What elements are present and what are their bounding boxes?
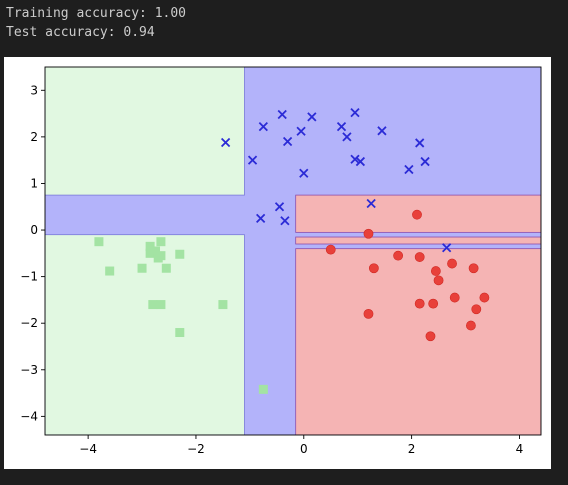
square-marker-point-5	[145, 248, 155, 258]
circle-marker-point-6	[430, 266, 441, 276]
circle-marker-point-13	[428, 298, 439, 309]
x-marker-point-17	[366, 198, 376, 209]
x-marker-point-20	[280, 216, 290, 226]
x-marker-point-1	[258, 121, 268, 132]
x-marker-point-13	[420, 156, 430, 167]
circle-marker-point-8	[468, 263, 479, 274]
y-tick-label-3: −1	[20, 270, 38, 284]
regions-layer	[45, 67, 541, 435]
y-tick-label-0: −4	[20, 409, 38, 423]
training-accuracy-line: Training accuracy: 1.00	[6, 6, 187, 21]
square-marker-point-8	[175, 249, 185, 259]
x-tick-label-3: 2	[408, 442, 416, 456]
circle-marker-point-17	[425, 331, 436, 342]
square-marker-point-12	[156, 300, 166, 310]
y-tick-label-4: 0	[30, 223, 38, 237]
x-marker-point-14	[350, 154, 360, 164]
square-marker-point-7	[153, 253, 163, 263]
circle-marker-point-0	[412, 209, 422, 220]
y-tick-label-5: 1	[30, 176, 38, 190]
console-output: Training accuracy: 1.00 Test accuracy: 0…	[6, 4, 186, 42]
square-marker-point-9	[137, 263, 147, 273]
x-marker-point-21	[442, 243, 452, 253]
x-tick-label-4: 4	[516, 442, 524, 456]
x-marker-point-10	[415, 138, 425, 148]
y-tick-label-6: 2	[30, 130, 38, 144]
y-tick-label-2: −2	[20, 316, 38, 330]
circle-marker-point-7	[447, 258, 457, 269]
circle-marker-point-14	[471, 304, 482, 315]
circle-marker-point-12	[414, 298, 425, 309]
y-tick-label-1: −3	[20, 363, 38, 377]
square-marker-point-14	[175, 328, 185, 338]
square-marker-point-13	[218, 300, 228, 310]
square-marker-point-3	[156, 237, 166, 247]
x-marker-point-12	[355, 156, 366, 167]
circle-marker-point-4	[393, 250, 404, 261]
x-marker-point-7	[342, 132, 352, 142]
circle-marker-point-2	[325, 244, 336, 255]
x-marker-point-16	[299, 168, 309, 178]
x-marker-point-18	[256, 213, 266, 224]
x-marker-point-5	[307, 112, 317, 122]
decision-region-red-4	[295, 248, 541, 435]
circle-marker-point-16	[466, 320, 476, 331]
square-marker-point-15	[258, 384, 268, 394]
circle-marker-point-15	[363, 308, 374, 319]
x-marker-point-9	[377, 126, 387, 136]
figure: −4 −2 0 2 4 −4 −3 −2 −1 0 1 2 3	[4, 57, 551, 469]
decision-region-red-3	[295, 236, 541, 245]
square-marker-point-10	[161, 263, 171, 273]
x-tick-label-2: 0	[300, 442, 308, 456]
x-marker-point-6	[336, 121, 347, 132]
circle-marker-point-5	[414, 252, 425, 262]
decision-boundary-plot: −4 −2 0 2 4 −4 −3 −2 −1 0 1 2 3	[20, 66, 542, 456]
square-marker-point-1	[105, 266, 115, 276]
x-marker-point-11	[247, 155, 258, 165]
x-marker-point-19	[274, 202, 285, 212]
circle-marker-point-3	[368, 263, 379, 274]
square-marker-point-0	[94, 237, 104, 247]
x-marker-point-8	[350, 108, 360, 118]
x-tick-label-1: −2	[187, 442, 205, 456]
x-tick-label-0: −4	[79, 442, 97, 456]
square-marker-point-11	[148, 300, 158, 310]
axes-frame	[44, 66, 542, 436]
x-marker-point-4	[296, 126, 306, 136]
square-marker-point-4	[151, 246, 161, 256]
x-marker-point-3	[282, 136, 293, 147]
circle-marker-point-10	[449, 292, 460, 303]
x-marker-point-0	[220, 137, 231, 148]
x-marker-point-2	[277, 109, 287, 120]
circle-marker-point-1	[363, 228, 374, 239]
test-accuracy-line: Test accuracy: 0.94	[6, 25, 155, 40]
decision-region-green-0	[45, 67, 245, 196]
circle-marker-point-9	[433, 275, 444, 286]
square-marker-point-2	[145, 241, 155, 251]
circle-marker-point-11	[479, 292, 490, 303]
x-marker-point-15	[404, 164, 414, 175]
y-tick-label-7: 3	[30, 83, 38, 97]
